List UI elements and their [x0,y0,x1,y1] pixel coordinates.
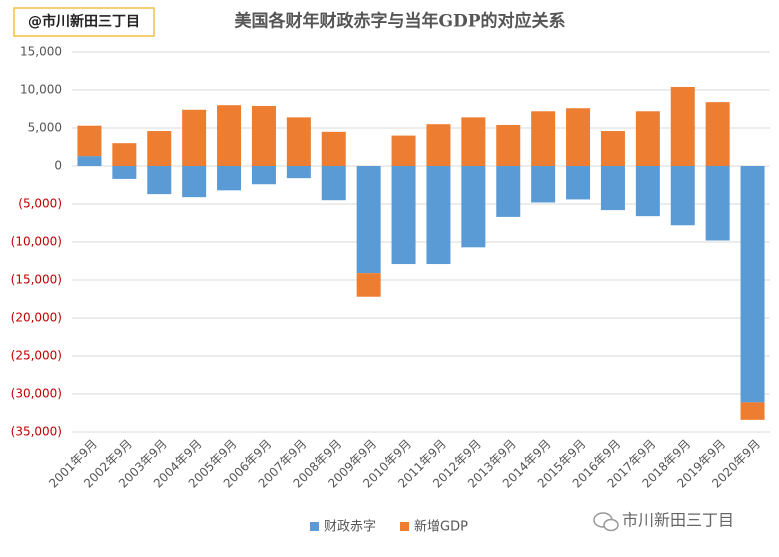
bar [147,166,172,195]
legend-swatch [400,522,409,531]
legend-swatch [310,522,319,531]
bar [670,166,695,226]
bar [217,166,242,191]
bar [496,166,521,217]
bar [531,111,556,166]
bar [740,402,765,420]
y-tick-label: (35,000) [11,425,62,439]
bar [496,124,521,166]
legend-label: 财政赤字 [324,520,376,535]
y-tick-label: (10,000) [11,235,62,249]
bar [77,156,102,166]
y-tick-label: (25,000) [11,349,62,363]
y-tick-label: (15,000) [11,273,62,287]
bar [182,109,207,166]
y-tick-label: 15,000 [20,45,62,59]
watermark-box [13,7,155,37]
bar [391,166,416,265]
bar [286,117,311,166]
bar [356,273,381,297]
bar [217,105,242,166]
bar [426,124,451,166]
bar [566,108,591,166]
bar [740,166,765,403]
y-tick-label: 10,000 [20,83,62,97]
bar [531,166,556,203]
bar [321,166,346,201]
watermark: @市川新田三丁目 [28,13,140,30]
bar [391,135,416,166]
bar [566,166,591,200]
y-tick-label: (5,000) [18,197,62,211]
bar [112,166,137,179]
bar [600,166,625,211]
bar [705,166,730,241]
bar [461,166,486,248]
bar [461,117,486,166]
bar [251,105,276,166]
wechat-icon [593,512,619,532]
bar [286,166,311,179]
bar [426,166,451,265]
bar [705,102,730,166]
bar [635,111,660,166]
bar [182,166,207,198]
y-tick-label: (20,000) [11,311,62,325]
bar [635,166,660,217]
bar [356,166,381,274]
bar [77,125,102,157]
bar [321,131,346,166]
chart-title: 美国各财年财政赤字与当年GDP的对应关系 [234,11,565,32]
bar [147,131,172,166]
y-tick-label: 0 [54,159,62,173]
bar [600,131,625,166]
y-tick-label: 5,000 [28,121,62,135]
bar [251,166,276,185]
watermark: 市川新田三丁目 [622,511,734,530]
bar [112,143,137,166]
y-tick-label: (30,000) [11,387,62,401]
legend-label: 新增GDP [414,519,468,535]
bar [670,86,695,166]
